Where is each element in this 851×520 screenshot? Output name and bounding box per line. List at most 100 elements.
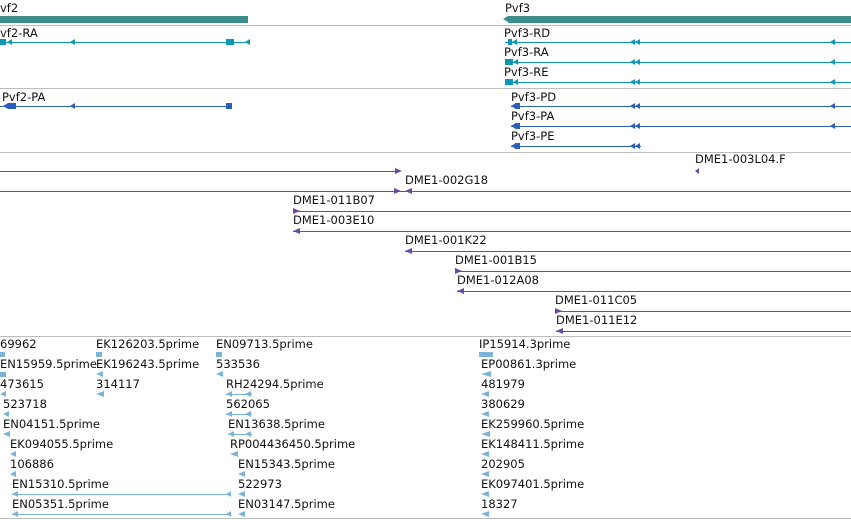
strand-arrow <box>635 143 640 149</box>
clone-label: DME1-003E10 <box>293 213 375 227</box>
transcript-line[interactable] <box>505 42 851 43</box>
strand-arrow <box>630 143 635 149</box>
exon[interactable] <box>226 103 232 109</box>
transcript-label: Pvf3-RA <box>504 45 549 59</box>
est-strand-arrow <box>481 431 490 437</box>
strand-arrow <box>3 103 8 109</box>
est-strand-arrow <box>3 411 9 417</box>
transcript-track-rna: vf2-RA Pvf3-RD Pvf3-RA Pvf3-RE <box>0 26 851 88</box>
clone-line[interactable] <box>555 311 851 312</box>
est-feature[interactable] <box>0 352 5 357</box>
est-label: EN04151.5prime <box>3 417 100 431</box>
est-line[interactable] <box>12 514 230 515</box>
est-feature[interactable] <box>0 372 6 377</box>
est-feature[interactable] <box>96 352 102 357</box>
est-strand-arrow <box>245 411 251 417</box>
exon[interactable] <box>508 39 512 45</box>
transcript-line[interactable] <box>511 106 851 107</box>
exon[interactable] <box>226 39 234 45</box>
exon[interactable] <box>8 103 16 109</box>
strand-arrow <box>630 79 635 85</box>
est-label: EK259960.5prime <box>481 417 585 431</box>
est-strand-arrow <box>226 391 232 397</box>
est-strand-arrow <box>96 391 104 397</box>
clone-line[interactable] <box>293 211 851 212</box>
clone-line[interactable] <box>455 271 851 272</box>
est-label: 18327 <box>481 497 518 511</box>
exon[interactable] <box>505 59 513 65</box>
clone-end-arrow <box>556 328 563 334</box>
exon[interactable] <box>515 123 520 129</box>
transcript-line[interactable] <box>511 126 851 127</box>
est-line[interactable] <box>12 494 230 495</box>
track-separator <box>0 518 851 519</box>
est-label: 481979 <box>481 377 525 391</box>
transcript-line[interactable] <box>0 42 250 43</box>
transcript-label: Pvf3-PD <box>511 90 557 104</box>
est-strand-arrow <box>230 451 238 457</box>
strand-arrow <box>830 59 835 65</box>
clone-label: DME1-001K22 <box>405 233 487 247</box>
clone-line[interactable] <box>293 231 851 232</box>
exon[interactable] <box>0 39 6 45</box>
est-label: 473615 <box>0 377 44 391</box>
est-strand-arrow <box>245 391 251 397</box>
est-line[interactable] <box>226 394 252 395</box>
est-strand-arrow <box>3 431 10 437</box>
transcript-line[interactable] <box>505 62 851 63</box>
est-label: 106886 <box>10 457 54 471</box>
clone-label: DME1-003L04.F <box>695 153 786 166</box>
gene-bar-pvf2[interactable] <box>0 16 248 23</box>
est-strand-arrow <box>226 491 231 497</box>
est-line[interactable] <box>228 434 252 435</box>
clone-label: DME1-001B15 <box>455 253 537 267</box>
clone-track: DME1-003L04.F DME1-002G18 DME1-011B07 DM… <box>0 153 851 336</box>
strand-arrow <box>830 103 835 109</box>
est-label: EN15959.5prime <box>0 357 97 371</box>
gene-label-pvf3: Pvf3 <box>505 1 531 15</box>
est-strand-arrow <box>226 511 231 517</box>
transcript-track-protein: Pvf2-PA Pvf3-PD Pvf3-PA Pvf3-PE <box>0 89 851 152</box>
est-track: 69962 EK126203.5prime EN09713.5prime IP1… <box>0 337 851 520</box>
exon[interactable] <box>505 79 513 85</box>
strand-arrow <box>511 103 516 109</box>
est-feature[interactable] <box>479 352 493 357</box>
est-strand-arrow <box>481 411 489 417</box>
track-separator <box>0 25 851 26</box>
est-label: 522973 <box>238 477 282 491</box>
gene-bar-pvf3[interactable] <box>508 16 851 23</box>
strand-arrow <box>512 39 517 45</box>
clone-label: DME1-002G18 <box>405 173 489 187</box>
est-feature[interactable] <box>216 352 222 357</box>
strand-arrow <box>511 123 516 129</box>
exon[interactable] <box>515 143 520 149</box>
clone-line[interactable] <box>0 191 851 192</box>
strand-arrow <box>830 123 835 129</box>
gene-track: vf2 Pvf3 <box>0 0 851 26</box>
clone-line[interactable] <box>405 251 851 252</box>
est-strand-arrow <box>10 451 16 457</box>
strand-arrow <box>830 79 835 85</box>
clone-label: DME1-012A08 <box>457 273 539 287</box>
track-separator <box>0 336 851 337</box>
transcript-label: Pvf3-RD <box>504 26 551 40</box>
transcript-line[interactable] <box>511 146 641 147</box>
est-label: EK126203.5prime <box>96 337 200 351</box>
exon[interactable] <box>515 103 520 109</box>
strand-arrow <box>245 39 250 45</box>
est-strand-arrow <box>12 511 18 517</box>
clone-line[interactable] <box>0 171 395 172</box>
est-line[interactable] <box>226 414 252 415</box>
gene-strand-arrow <box>503 16 508 22</box>
clone-line[interactable] <box>457 291 851 292</box>
transcript-line[interactable] <box>0 106 232 107</box>
clone-end-arrow <box>394 188 401 194</box>
strand-arrow <box>635 39 640 45</box>
clone-end-arrow <box>405 188 412 194</box>
transcript-line[interactable] <box>505 82 851 83</box>
clone-line[interactable] <box>556 331 851 332</box>
est-strand-arrow <box>481 491 489 497</box>
strand-arrow <box>830 39 835 45</box>
est-strand-arrow <box>216 371 223 377</box>
est-label: EK097401.5prime <box>481 477 585 491</box>
